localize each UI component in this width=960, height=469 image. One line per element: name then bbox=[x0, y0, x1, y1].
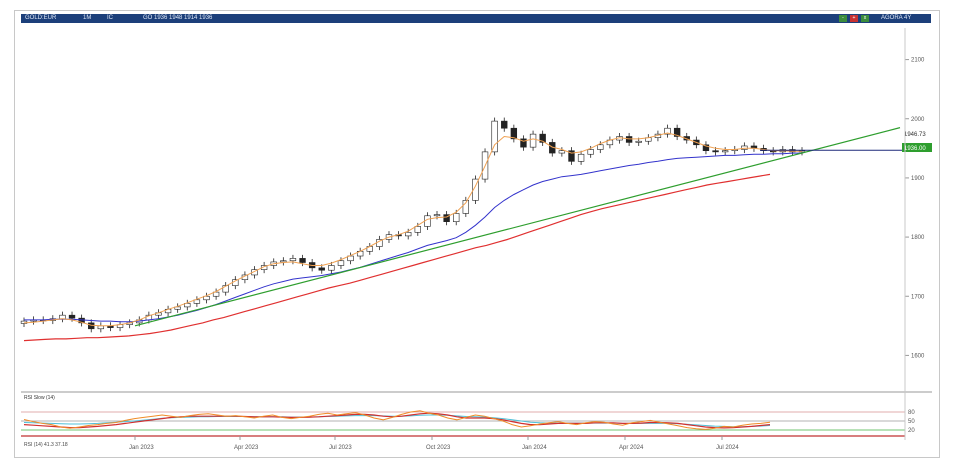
symbol-label[interactable]: GOLD:EUR bbox=[25, 15, 57, 21]
candle-body bbox=[299, 258, 306, 263]
candle-body bbox=[337, 260, 345, 266]
ma-mid-line bbox=[24, 152, 802, 323]
date-axis: Jan 2023 Apr 2023 Jul 2023 Oct 2023 Jan 2024… bbox=[129, 436, 739, 451]
candle-body bbox=[529, 133, 537, 148]
candle-body bbox=[433, 214, 441, 217]
candle-body bbox=[328, 265, 335, 271]
candle-body bbox=[664, 127, 671, 135]
candle-body bbox=[635, 140, 642, 143]
candlestick-series bbox=[20, 117, 806, 333]
status-label: AGORA 4Y bbox=[881, 15, 912, 21]
rsi-levels: 80 50 20 bbox=[21, 410, 915, 434]
candle-body bbox=[501, 120, 508, 129]
chart-title-bar: GOLD:EUR 1M IC GO 1936 1948 1914 1936 - … bbox=[21, 14, 931, 23]
trendline bbox=[134, 127, 901, 327]
minimize-button[interactable]: - bbox=[839, 15, 847, 22]
candle-body bbox=[88, 322, 95, 330]
indicator-left-label: RSI (14) 41.3 37.18 bbox=[24, 442, 68, 448]
date-tick-label: Jan 2023 bbox=[129, 445, 154, 451]
maximize-button[interactable]: + bbox=[850, 15, 858, 22]
candle-body bbox=[597, 144, 604, 150]
candle-body bbox=[520, 138, 527, 148]
rsi-line bbox=[23, 410, 771, 430]
candle-body bbox=[405, 232, 412, 237]
candle-body bbox=[625, 136, 633, 143]
date-tick-label: Jul 2024 bbox=[716, 445, 739, 451]
price-tick-label: 1600 bbox=[911, 353, 925, 359]
candle-body bbox=[577, 153, 585, 162]
candle-body bbox=[347, 255, 354, 262]
candle-body bbox=[184, 303, 191, 308]
price-tick-label: 1700 bbox=[911, 294, 925, 300]
date-tick-label: Oct 2023 bbox=[426, 445, 451, 451]
candle-body bbox=[462, 200, 470, 214]
hline-label: 1946.73 bbox=[904, 132, 926, 138]
candle-body bbox=[558, 150, 566, 154]
candle-body bbox=[203, 295, 210, 301]
date-tick-label: Apr 2023 bbox=[234, 445, 259, 451]
rsi-level-label: 50 bbox=[908, 419, 915, 425]
candle-body bbox=[568, 150, 575, 162]
price-tick-label: 2000 bbox=[911, 117, 925, 123]
indicator-title: RSI Slow (14) bbox=[24, 395, 55, 401]
ma-slow-line bbox=[23, 173, 771, 342]
candle-body bbox=[193, 299, 201, 304]
candle-body bbox=[472, 178, 479, 201]
candle-body bbox=[453, 213, 460, 223]
candle-body bbox=[318, 267, 325, 271]
candle-body bbox=[673, 127, 681, 137]
candle-body bbox=[280, 260, 287, 263]
flag-label: IC bbox=[107, 15, 113, 21]
chart-window bbox=[14, 10, 940, 458]
date-tick-label: Jan 2024 bbox=[522, 445, 547, 451]
candle-body bbox=[443, 214, 450, 223]
rsi-signal-line bbox=[23, 412, 771, 429]
candle-body bbox=[712, 150, 719, 153]
close-button[interactable]: x bbox=[861, 15, 869, 22]
price-axis: 1600 1700 1800 1900 2000 2100 bbox=[905, 58, 925, 359]
candle-body bbox=[289, 258, 297, 262]
price-tick-label: 1900 bbox=[911, 176, 925, 182]
rsi-level-label: 80 bbox=[908, 410, 915, 416]
candle-body bbox=[222, 285, 229, 293]
price-tick-label: 2100 bbox=[911, 58, 925, 64]
interval-label[interactable]: 1M bbox=[83, 15, 92, 21]
ohlc-readout: GO 1936 1948 1914 1936 bbox=[143, 15, 213, 21]
candle-body bbox=[510, 127, 518, 140]
candle-body bbox=[68, 314, 76, 319]
current-price-label: 1936.00 bbox=[904, 146, 926, 152]
candle-body bbox=[212, 291, 220, 297]
candle-body bbox=[702, 144, 710, 152]
candle-body bbox=[414, 226, 421, 233]
candle-body bbox=[587, 149, 594, 155]
candle-body bbox=[741, 145, 748, 150]
ma-fast-line bbox=[23, 132, 802, 327]
date-tick-label: Jul 2023 bbox=[329, 445, 352, 451]
rsi-level-label: 20 bbox=[908, 428, 915, 434]
date-tick-label: Apr 2024 bbox=[619, 445, 644, 451]
candle-body bbox=[539, 133, 546, 143]
price-tick-label: 1800 bbox=[911, 235, 925, 241]
current-price-tag bbox=[902, 143, 932, 152]
candle-body bbox=[491, 120, 498, 153]
candle-body bbox=[721, 150, 729, 153]
candle-body bbox=[174, 306, 181, 310]
